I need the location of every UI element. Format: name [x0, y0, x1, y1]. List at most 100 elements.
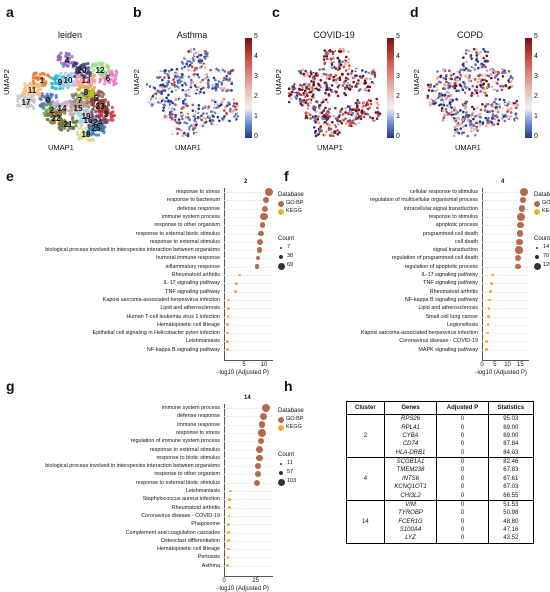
expression-point	[449, 93, 453, 97]
cluster-point	[70, 108, 74, 112]
cluster-point	[61, 79, 66, 83]
expression-point	[454, 84, 458, 88]
expression-point	[170, 80, 174, 83]
expression-point	[207, 79, 210, 82]
expression-point	[167, 76, 171, 80]
dotplot-gridline	[224, 324, 272, 326]
cluster-point	[54, 87, 58, 91]
cluster-point	[45, 97, 49, 101]
expression-point	[360, 110, 363, 114]
expression-point	[185, 126, 189, 129]
expression-point	[465, 48, 468, 52]
expression-point	[514, 106, 518, 110]
legend-count-label: 11	[287, 460, 293, 466]
expression-point	[478, 112, 482, 116]
dotplot-point	[226, 331, 229, 335]
expression-point	[429, 83, 433, 86]
expression-point	[462, 92, 465, 96]
expression-point	[198, 66, 202, 70]
dotplot-term-label: Hematopoietic cell lineage	[157, 321, 220, 328]
expression-point	[347, 64, 351, 68]
expression-point	[223, 76, 226, 80]
expression-point	[170, 110, 173, 113]
expression-point	[232, 102, 236, 105]
cluster-point	[58, 58, 62, 62]
cluster-point	[91, 107, 95, 112]
expression-point	[472, 107, 476, 111]
expression-point	[445, 90, 449, 94]
cluster-point	[16, 97, 20, 101]
cluster-point	[92, 93, 96, 98]
cluster-point	[74, 124, 78, 128]
cluster-point	[48, 97, 52, 101]
cluster-point	[29, 95, 33, 99]
cluster-label: 8	[84, 88, 89, 97]
expression-point	[342, 118, 345, 122]
cluster-point	[54, 95, 58, 100]
expression-point	[164, 111, 167, 115]
expression-point	[197, 107, 201, 111]
expression-point	[481, 121, 485, 124]
cluster-point	[70, 54, 74, 59]
expression-point	[466, 118, 470, 122]
expression-point	[442, 116, 445, 120]
colorbar-tick: 2	[534, 93, 538, 100]
expression-point	[305, 71, 309, 75]
expression-point	[466, 69, 470, 72]
expression-point	[485, 59, 488, 63]
expression-point	[468, 69, 472, 73]
expression-point	[365, 101, 369, 104]
expression-point	[174, 125, 177, 129]
expression-point	[193, 72, 196, 76]
dotplot-term-label: immune system process	[161, 213, 220, 220]
cluster-point	[75, 65, 79, 70]
expression-point	[454, 82, 457, 86]
expression-point	[334, 64, 338, 67]
cluster-point	[108, 118, 113, 122]
dotplot-term-label: defense response	[177, 205, 220, 212]
expression-point	[181, 88, 185, 92]
table-row: HLA-DRB1 0 84.03	[347, 448, 534, 458]
cluster-point	[83, 109, 87, 114]
expression-point	[202, 62, 205, 65]
expression-point	[467, 64, 471, 67]
cluster-point	[86, 138, 90, 142]
expression-point	[200, 116, 203, 120]
expression-point	[225, 81, 229, 84]
expression-point	[311, 95, 314, 98]
expression-point	[369, 102, 373, 106]
cluster-point	[103, 98, 108, 102]
expression-point	[479, 67, 482, 71]
cluster-point	[83, 62, 87, 66]
dotplot-term-label: IL-17 signaling pathway	[421, 272, 478, 278]
cluster-point	[91, 63, 95, 68]
expression-point	[494, 71, 497, 75]
expression-point	[174, 75, 178, 79]
expression-point	[470, 129, 473, 133]
expression-point	[332, 114, 336, 118]
table-stat-cell: 67.03	[503, 484, 519, 491]
expression-point	[160, 95, 164, 99]
expression-point	[357, 79, 360, 82]
expression-point	[180, 75, 184, 79]
dotplot-gridline	[224, 466, 272, 468]
expression-point	[480, 56, 483, 59]
expression-point	[361, 69, 364, 72]
expression-point	[214, 89, 218, 92]
umap-b-xlabel: UMAP1	[175, 143, 201, 152]
table-row: 2 RPS26 0 95.03	[346, 414, 534, 458]
dotplot-point	[226, 547, 230, 551]
expression-point	[227, 101, 230, 104]
expression-point	[512, 104, 516, 107]
cluster-point	[92, 104, 96, 108]
cluster-point	[63, 54, 68, 58]
dotplot-point	[227, 539, 230, 543]
dotplot-gridline	[224, 241, 272, 243]
colorbar-tick: 1	[254, 113, 258, 120]
expression-point	[312, 73, 315, 76]
expression-point	[219, 103, 223, 106]
umap-d-title: COPD	[456, 30, 483, 40]
cluster-point	[90, 131, 94, 135]
cluster-point	[80, 80, 84, 84]
expression-point	[462, 56, 465, 59]
